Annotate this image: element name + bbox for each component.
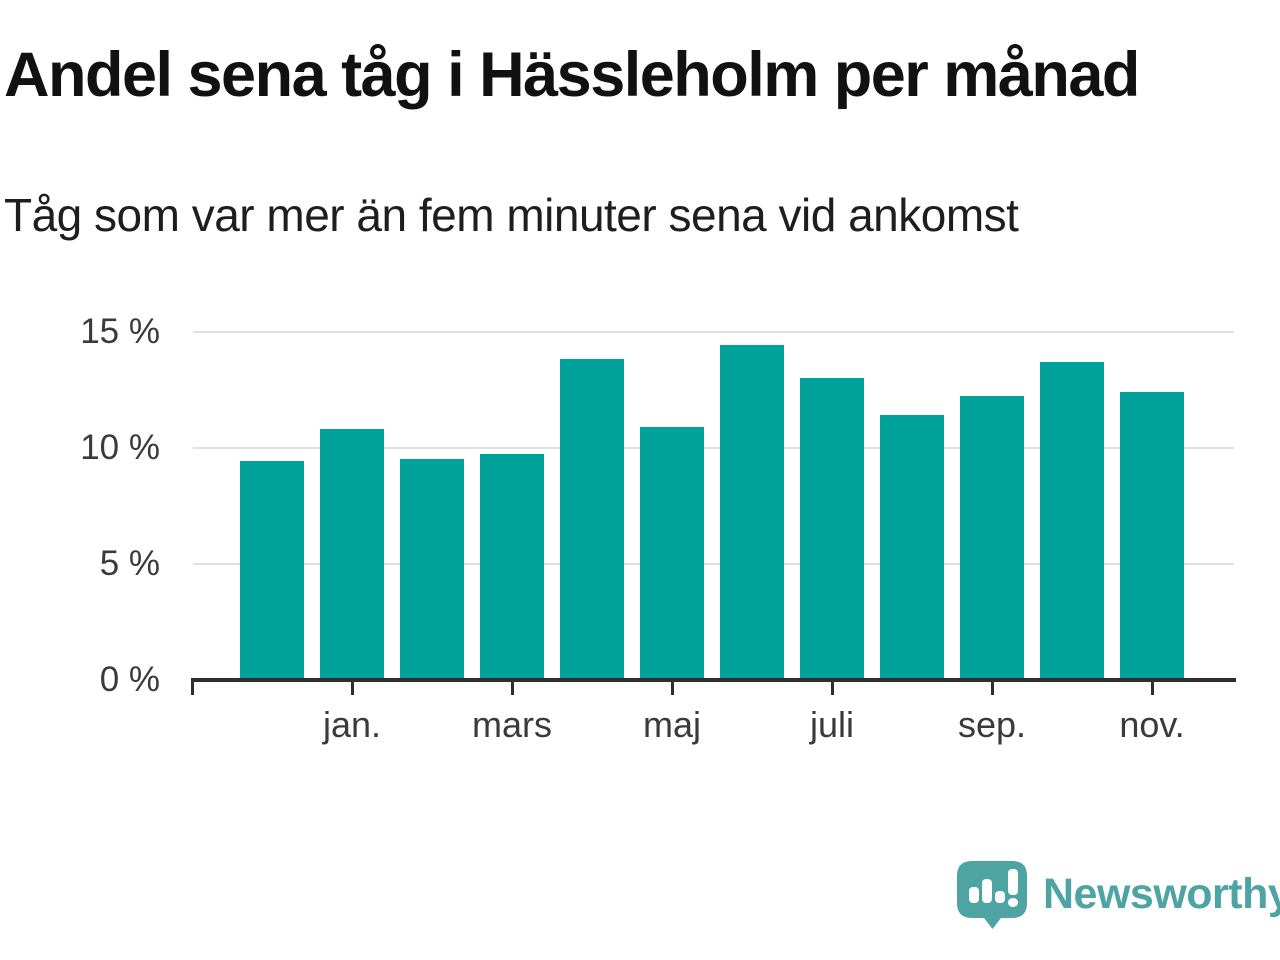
x-axis-tick: [350, 680, 354, 695]
y-tick-label: 0 %: [99, 659, 160, 699]
bar-aug: [880, 415, 944, 680]
x-axis-line: [191, 677, 1236, 682]
gridline-15-percent: [193, 330, 1234, 333]
x-axis-tick: [1150, 680, 1154, 695]
x-axis-tick: [990, 680, 994, 695]
x-axis-tick: [510, 680, 514, 695]
y-tick-label: 5 %: [99, 543, 160, 583]
chart-title: Andel sena tåg i Hässleholm per månad: [4, 40, 1140, 110]
bar-maj: [640, 426, 704, 680]
gridline-5-percent: [193, 562, 1234, 565]
newsworthy-logo: Newsworthy: [957, 861, 1280, 929]
x-tick-label-mars: mars: [472, 704, 552, 745]
bar-apr: [560, 359, 624, 680]
bar-sep: [960, 396, 1024, 680]
x-tick-label-jan: jan.: [322, 704, 382, 745]
y-tick-label: 10 %: [80, 427, 160, 467]
bar-juli: [800, 377, 864, 680]
bar-juni: [720, 345, 784, 680]
bar-mars: [480, 454, 544, 680]
x-tick-label-nov: nov.: [1119, 704, 1185, 745]
x-tick-label-juli: juli: [809, 704, 854, 745]
bar-nov: [1120, 391, 1184, 680]
gridline-10-percent: [193, 446, 1234, 449]
newsworthy-speech-bubble-bar-chart-icon: [957, 861, 1027, 929]
x-axis-tick: [190, 680, 194, 695]
newsworthy-logo-text: Newsworthy: [1043, 870, 1280, 918]
chart-subtitle: Tåg som var mer än fem minuter sena vid …: [4, 189, 1019, 241]
bar-feb: [400, 459, 464, 680]
x-tick-label-sep: sep.: [957, 704, 1027, 745]
bar-dec: [240, 461, 304, 680]
x-tick-label-maj: maj: [642, 704, 701, 745]
bar-jan: [320, 428, 384, 680]
bar-okt: [1040, 361, 1104, 680]
y-tick-label: 15 %: [80, 311, 160, 351]
x-axis-tick: [830, 680, 834, 695]
x-axis-tick: [670, 680, 674, 695]
